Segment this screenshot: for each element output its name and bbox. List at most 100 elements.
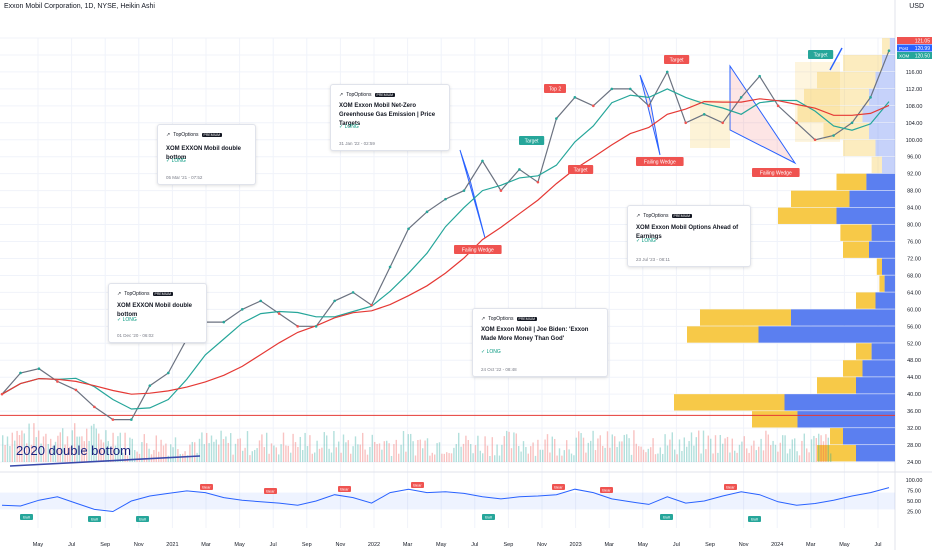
volume-bar <box>465 435 467 462</box>
volume-bar <box>328 448 330 462</box>
time-tick-label: Sep <box>100 542 110 548</box>
price-point <box>776 104 780 108</box>
volume-profile-bar <box>700 309 791 326</box>
price-point <box>481 159 484 163</box>
volume-bar <box>338 441 340 462</box>
volume-bar <box>167 455 169 462</box>
pattern-label-text: Target <box>670 58 685 64</box>
price-point <box>869 96 872 99</box>
volume-bar <box>69 446 71 462</box>
volume-bar <box>666 445 669 462</box>
volume-bar <box>198 438 201 462</box>
time-tick-label: Mar <box>806 542 816 548</box>
volume-profile-bar <box>843 241 869 258</box>
volume-bar <box>45 433 47 462</box>
volume-bar <box>436 443 438 462</box>
volume-profile-bar <box>843 360 863 377</box>
idea-date: 01 Dec '20 - 06:02 <box>117 333 154 338</box>
volume-bar <box>623 434 625 462</box>
rsi-signal-text: Bear <box>554 485 563 490</box>
volume-bar <box>114 445 117 462</box>
idea-direction: ✓ LONG <box>481 349 501 355</box>
volume-bar <box>155 435 157 462</box>
volume-profile-bar <box>884 275 895 292</box>
time-tick-label: 2021 <box>166 542 178 548</box>
volume-bar <box>782 435 784 462</box>
volume-bar <box>251 451 253 462</box>
volume-bar <box>590 440 592 462</box>
volume-bar <box>513 432 515 462</box>
time-tick-label: May <box>638 542 649 548</box>
pattern-label-text: Failing Wedge <box>760 171 792 177</box>
volume-bar <box>789 448 791 462</box>
volume-bar <box>290 452 292 462</box>
volume-bar <box>462 443 465 462</box>
volume-bar <box>225 436 227 462</box>
volume-bar <box>546 434 549 462</box>
time-tick-label: 2023 <box>569 542 581 548</box>
volume-bar <box>83 441 85 462</box>
volume-bar <box>143 434 145 462</box>
rsi-signal <box>600 487 613 493</box>
volume-bar <box>275 447 277 462</box>
volume-bar <box>215 439 217 462</box>
volume-bar <box>429 455 431 462</box>
volume-bar <box>76 436 78 462</box>
volume-bar <box>700 453 702 462</box>
price-point <box>518 168 521 171</box>
price-tick-label: 80.00 <box>907 223 921 229</box>
volume-bar <box>59 432 61 462</box>
volume-bar <box>822 441 825 462</box>
volume-profile-bar <box>778 207 837 224</box>
volume-bar <box>806 448 808 462</box>
rsi-signal <box>724 484 737 490</box>
price-tick-label: 60.00 <box>907 307 921 313</box>
pattern-label-text: Top 2 <box>549 87 561 93</box>
volume-bar <box>438 442 441 462</box>
volume-bar <box>174 437 177 462</box>
rsi-signal-text: Bear <box>413 483 422 488</box>
volume-profile-bar <box>817 377 856 394</box>
volume-bar <box>573 455 575 462</box>
volume-bar <box>734 450 736 462</box>
volume-bar <box>347 440 349 462</box>
volume-bar <box>674 449 676 462</box>
volume-bar <box>614 436 616 462</box>
price-point <box>111 418 115 421</box>
volume-bar <box>110 447 112 462</box>
volume-bar <box>330 452 333 462</box>
volume-bar <box>628 438 630 462</box>
volume-bar <box>626 434 628 462</box>
idea-title: XOM EXXON Mobil double bottom <box>117 303 192 318</box>
volume-bar <box>119 432 121 462</box>
volume-bar <box>52 445 54 462</box>
rsi-signal <box>88 516 101 522</box>
volume-bar <box>410 433 412 462</box>
volume-bar <box>659 447 661 462</box>
volume-bar <box>86 428 88 462</box>
volume-bar <box>542 449 544 462</box>
time-tick-label: Jul <box>68 542 75 548</box>
time-tick-label: Mar <box>201 542 211 548</box>
volume-bar <box>767 434 769 462</box>
volume-profile-bar <box>882 258 895 275</box>
price-point <box>0 392 4 396</box>
rsi-signal-text: Bull <box>485 515 492 520</box>
volume-bar <box>383 441 385 462</box>
price-tick-label: 40.00 <box>907 392 921 398</box>
volume-bar <box>292 433 294 462</box>
volume-bar <box>294 442 297 462</box>
volume-profile-bar <box>856 292 876 309</box>
pattern-label <box>752 168 800 177</box>
time-tick-label: 2024 <box>771 542 783 548</box>
pattern-label-text: Target <box>525 139 540 145</box>
rsi-signal <box>411 482 424 488</box>
